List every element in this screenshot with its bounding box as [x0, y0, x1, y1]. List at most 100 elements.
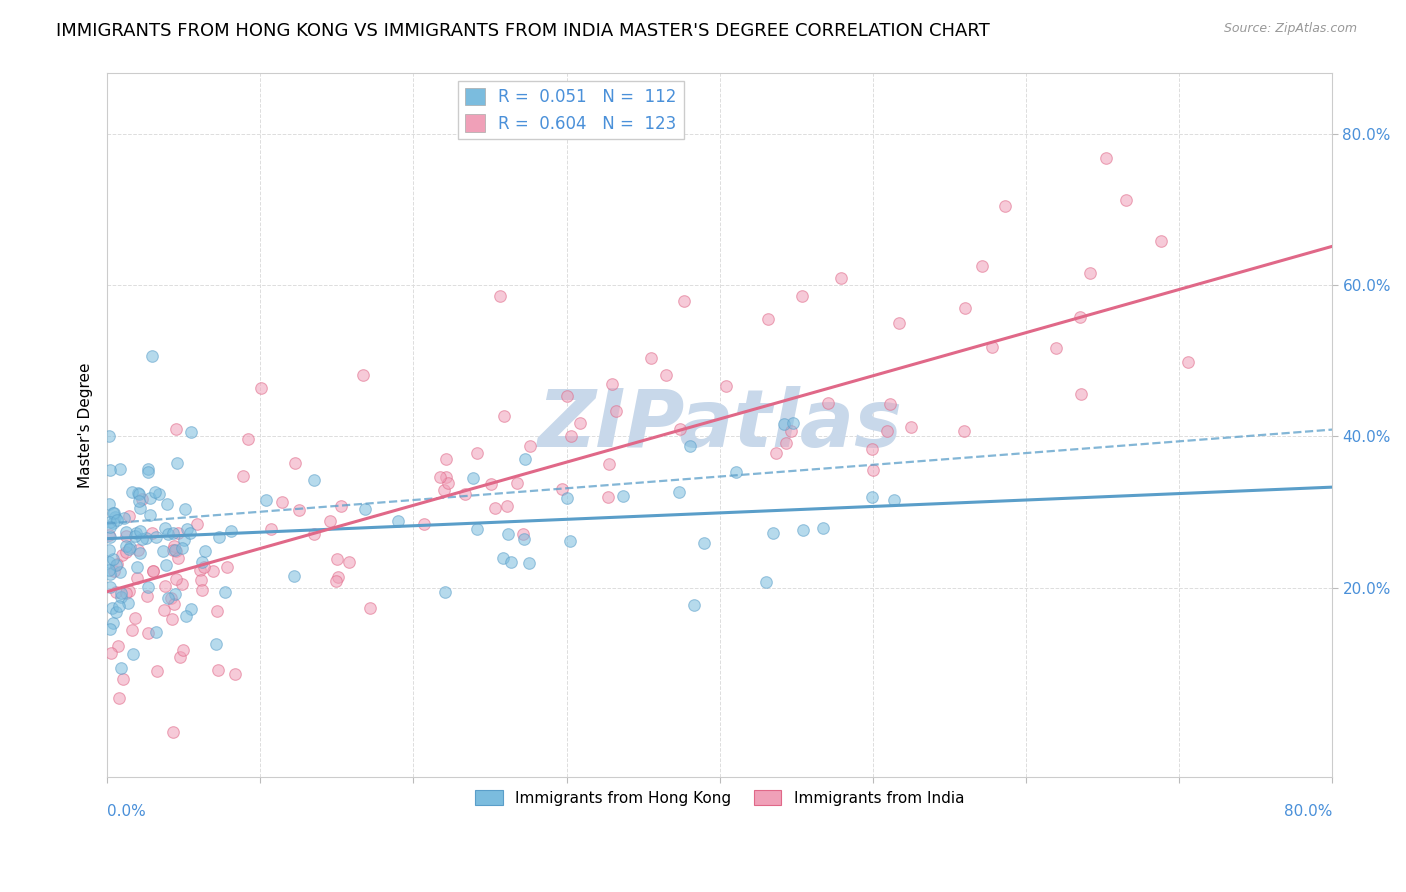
Point: [792, 289, 814, 303]
Point: [501, 555, 523, 569]
Point: [612, 489, 634, 503]
Point: [101, 516, 124, 530]
Point: [167, 526, 190, 541]
Point: [454, 486, 477, 500]
Point: [271, 494, 294, 508]
Point: [101, 551, 124, 566]
Point: [879, 396, 901, 410]
Point: [111, 672, 134, 686]
Point: [465, 446, 488, 460]
Point: [98, 623, 121, 637]
Point: [288, 503, 311, 517]
Point: [551, 482, 574, 496]
Point: [121, 484, 143, 499]
Point: [108, 565, 131, 579]
Point: [260, 522, 283, 536]
Point: [465, 522, 488, 536]
Point: [860, 490, 883, 504]
Point: [98, 497, 121, 511]
Point: [782, 416, 804, 430]
Point: [104, 510, 127, 524]
Point: [284, 456, 307, 470]
Point: [165, 572, 187, 586]
Point: [141, 526, 163, 541]
Point: [557, 491, 579, 506]
Point: [165, 422, 187, 436]
Point: [97, 527, 120, 541]
Point: [146, 664, 169, 678]
Point: [302, 527, 325, 541]
Point: [668, 422, 690, 436]
Point: [683, 598, 706, 612]
Point: [655, 368, 678, 383]
Point: [139, 508, 162, 522]
Point: [97, 542, 120, 557]
Point: [100, 646, 122, 660]
Point: [104, 558, 127, 572]
Point: [128, 494, 150, 508]
Point: [138, 465, 160, 479]
Point: [560, 428, 582, 442]
Point: [555, 389, 578, 403]
Point: [100, 516, 122, 530]
Point: [169, 650, 191, 665]
Point: [153, 521, 176, 535]
Point: [163, 597, 186, 611]
Point: [110, 586, 132, 600]
Point: [129, 524, 152, 539]
Point: [180, 425, 202, 440]
Point: [157, 591, 180, 605]
Point: [136, 625, 159, 640]
Point: [148, 487, 170, 501]
Text: ZIPatlas: ZIPatlas: [537, 386, 903, 464]
Point: [1078, 266, 1101, 280]
Point: [131, 532, 153, 546]
Point: [142, 565, 165, 579]
Point: [325, 574, 347, 588]
Point: [191, 582, 214, 597]
Point: [118, 542, 141, 557]
Point: [326, 552, 349, 566]
Point: [152, 543, 174, 558]
Point: [775, 436, 797, 450]
Point: [560, 533, 582, 548]
Point: [673, 294, 696, 309]
Point: [830, 270, 852, 285]
Point: [101, 506, 124, 520]
Point: [283, 569, 305, 583]
Point: [1070, 386, 1092, 401]
Point: [792, 523, 814, 537]
Point: [811, 521, 834, 535]
Point: [139, 491, 162, 505]
Point: [98, 463, 121, 477]
Text: IMMIGRANTS FROM HONG KONG VS IMMIGRANTS FROM INDIA MASTER'S DEGREE CORRELATION C: IMMIGRANTS FROM HONG KONG VS IMMIGRANTS …: [56, 22, 990, 40]
Point: [125, 526, 148, 541]
Point: [953, 301, 976, 315]
Point: [129, 500, 152, 515]
Point: [162, 525, 184, 540]
Point: [387, 514, 409, 528]
Point: [352, 368, 374, 382]
Point: [219, 524, 242, 539]
Point: [110, 661, 132, 675]
Point: [994, 199, 1017, 213]
Point: [1150, 234, 1173, 248]
Point: [104, 605, 127, 619]
Point: [512, 526, 534, 541]
Point: [494, 409, 516, 423]
Point: [98, 555, 121, 569]
Point: [174, 608, 197, 623]
Point: [217, 559, 239, 574]
Point: [127, 559, 149, 574]
Point: [779, 424, 801, 438]
Point: [128, 486, 150, 500]
Point: [860, 442, 883, 456]
Point: [180, 602, 202, 616]
Point: [596, 490, 619, 504]
Point: [337, 555, 360, 569]
Point: [107, 557, 129, 571]
Point: [129, 546, 152, 560]
Point: [193, 560, 215, 574]
Point: [429, 470, 451, 484]
Point: [107, 639, 129, 653]
